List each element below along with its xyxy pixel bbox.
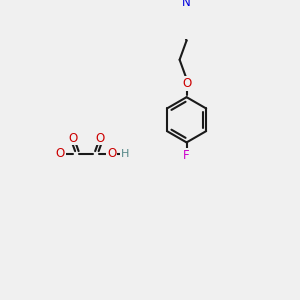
Text: O: O: [182, 77, 191, 90]
Text: H: H: [121, 149, 129, 159]
Text: O: O: [56, 147, 65, 160]
Text: F: F: [183, 149, 190, 162]
Text: O: O: [107, 147, 116, 160]
Text: O: O: [96, 132, 105, 145]
Text: O: O: [69, 132, 78, 145]
Text: N: N: [182, 0, 191, 9]
